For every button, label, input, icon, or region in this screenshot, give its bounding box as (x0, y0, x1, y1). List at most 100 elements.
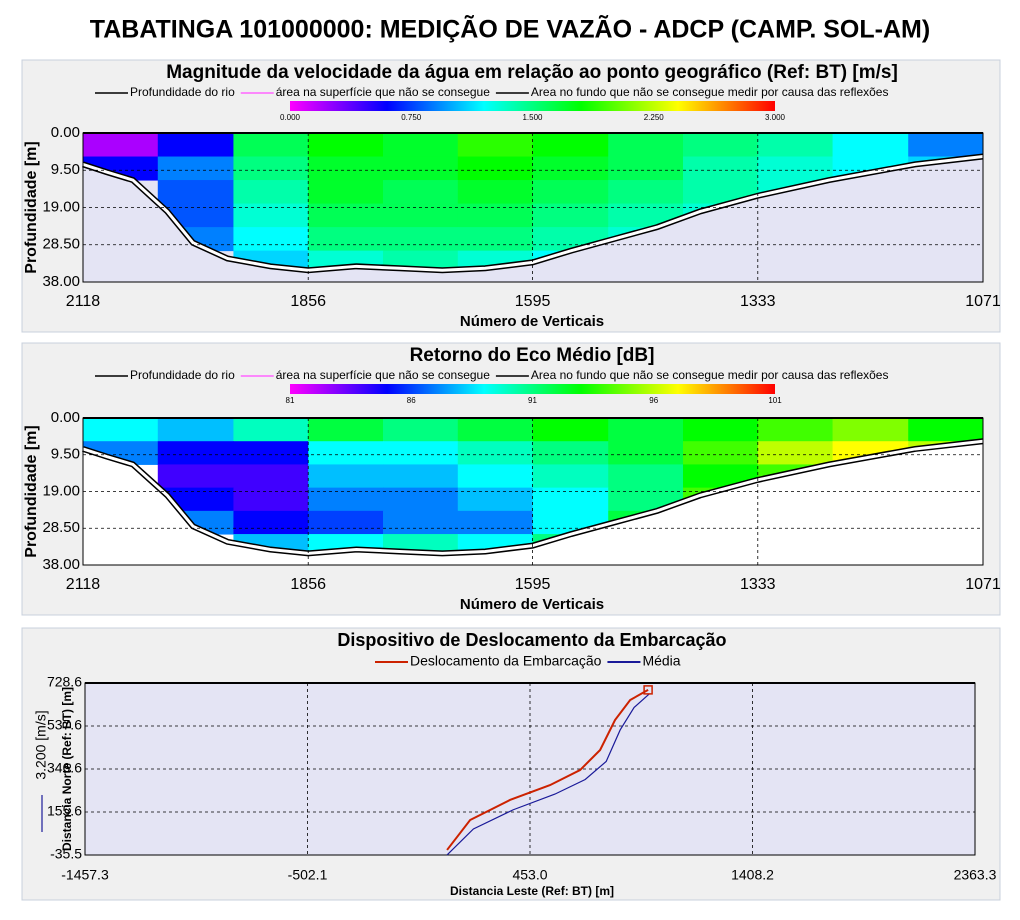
heat-cell (532, 441, 609, 465)
colorbar (290, 101, 775, 111)
colorbar-tick-label: 3.000 (765, 113, 786, 122)
x-tick-label: 1333 (740, 576, 776, 593)
x-axis-label: Número de Verticais (460, 596, 604, 613)
heat-cell (383, 250, 459, 271)
y-tick-label: 155.6 (47, 803, 82, 819)
heat-cell (233, 227, 309, 252)
heat-cell (233, 487, 309, 512)
y-axis-label: Profundidade [m] (23, 425, 40, 557)
scale-label: 3.200 [m/s] (33, 710, 49, 779)
chart-title: Magnitude da velocidade da água em relaç… (166, 62, 898, 83)
series-line (446, 693, 650, 856)
heat-cell (457, 180, 534, 205)
heat-cell (383, 464, 459, 489)
heat-cell (308, 418, 384, 442)
heat-cell (457, 464, 534, 489)
chart-title: Dispositivo de Deslocamento da Embarcaçã… (337, 630, 726, 650)
x-tick-label: 1071 (965, 576, 1001, 593)
colorbar-tick-label: 101 (768, 396, 782, 405)
heat-cell (608, 418, 684, 442)
heat-cell (233, 510, 309, 535)
legend-label: Area no fundo que não se consegue medir … (531, 85, 889, 99)
x-tick-label: 1333 (740, 293, 776, 310)
legend-label: Profundidade do rio (130, 368, 235, 382)
heat-cell (157, 156, 234, 181)
heat-cell (757, 133, 834, 158)
heat-cell (308, 156, 384, 181)
x-tick-label: 453.0 (512, 867, 547, 883)
colorbar-tick-label: 0.000 (280, 113, 301, 122)
heat-cell (757, 418, 834, 442)
heat-cell (757, 156, 834, 181)
heat-cell (457, 156, 534, 181)
heat-cell (532, 156, 609, 181)
heat-cell (83, 133, 159, 158)
x-tick-label: 1595 (515, 293, 551, 310)
y-tick-label: 537.6 (47, 717, 82, 733)
heat-cell (308, 441, 384, 465)
heat-cell (608, 156, 684, 181)
heat-cell (383, 418, 459, 442)
y-tick-label: 9.50 (51, 446, 80, 463)
heat-cell (233, 156, 309, 181)
heat-cell (383, 441, 459, 465)
heat-cell (308, 510, 384, 535)
legend-label: Area no fundo que não se consegue medir … (531, 368, 889, 382)
y-tick-label: 38.00 (42, 556, 80, 573)
x-tick-label: 2118 (66, 576, 101, 593)
x-axis-label: Distancia Leste (Ref: BT) [m] (450, 884, 614, 898)
heat-cell (383, 534, 459, 554)
x-tick-label: 1856 (290, 576, 326, 593)
y-tick-label: 728.6 (47, 674, 82, 690)
colorbar-tick-label: 86 (407, 396, 416, 405)
heat-cell (157, 464, 234, 489)
y-axis-label: Profundidade [m] (23, 141, 40, 273)
heat-cell (608, 464, 684, 489)
heat-cell (157, 133, 234, 158)
heat-cell (383, 227, 459, 252)
colorbar-tick-label: 2.250 (644, 113, 665, 122)
y-tick-label: 19.00 (42, 198, 80, 215)
heat-cell (308, 464, 384, 489)
heat-cell (233, 441, 309, 465)
colorbar-tick-label: 96 (649, 396, 658, 405)
heat-cell (532, 487, 609, 512)
legend-label: área na superfície que não se consegue (276, 368, 490, 382)
heat-cell (308, 227, 384, 252)
y-tick-label: 346.6 (47, 760, 82, 776)
heat-cell (457, 487, 534, 512)
heat-cell (383, 487, 459, 512)
heat-cell (233, 133, 309, 158)
heat-cell (157, 418, 234, 442)
x-tick-label: 2363.3 (954, 867, 997, 883)
heat-cell (608, 133, 684, 158)
heat-cell (233, 464, 309, 489)
legend-label: Média (642, 653, 680, 669)
heat-cell (308, 203, 384, 228)
x-tick-label: -502.1 (288, 867, 328, 883)
heat-cell (383, 180, 459, 205)
y-tick-label: -35.5 (50, 846, 82, 862)
y-tick-label: 28.50 (42, 236, 80, 253)
heat-cell (532, 464, 609, 489)
heat-cell (308, 487, 384, 512)
heat-cell (308, 180, 384, 205)
x-axis-label: Número de Verticais (460, 313, 604, 330)
heat-cell (457, 203, 534, 228)
heat-cell (532, 133, 609, 158)
heat-cell (457, 418, 534, 442)
heat-cell (908, 418, 983, 442)
y-tick-label: 0.00 (51, 409, 80, 426)
heat-cell (608, 180, 684, 205)
heat-cell (383, 156, 459, 181)
heat-cell (608, 441, 684, 465)
heat-cell (157, 441, 234, 465)
y-tick-label: 38.00 (42, 273, 80, 290)
page-title: TABATINGA 101000000: MEDIÇÃO DE VAZÃO - … (90, 14, 930, 44)
heat-cell (457, 510, 534, 535)
legend-label: Profundidade do rio (130, 85, 235, 99)
heat-cell (683, 441, 759, 465)
heat-cell (832, 133, 909, 158)
heat-cell (83, 418, 159, 442)
chart-title: Retorno do Eco Médio [dB] (410, 345, 655, 366)
